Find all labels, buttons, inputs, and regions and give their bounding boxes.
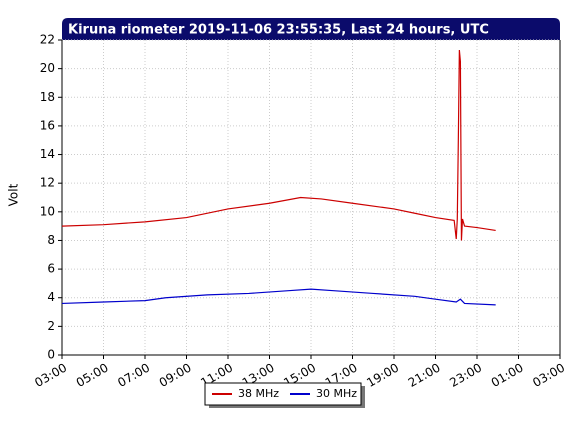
legend xyxy=(204,382,362,406)
x-tick-label: 21:00 xyxy=(406,361,443,390)
y-tick-label: 4 xyxy=(47,290,55,304)
x-tick-label: 01:00 xyxy=(489,361,526,390)
x-tick-label: 03:00 xyxy=(32,361,69,390)
series-line xyxy=(61,288,496,306)
y-tick-label: 2 xyxy=(47,319,55,333)
x-tick-label: 03:00 xyxy=(530,361,567,390)
x-tick-label: 07:00 xyxy=(115,361,152,390)
x-tick-label: 09:00 xyxy=(157,361,194,390)
y-tick-label: 20 xyxy=(40,61,55,75)
y-tick-label: 18 xyxy=(40,90,55,104)
y-tick-label: 10 xyxy=(40,204,55,218)
y-tick-label: 6 xyxy=(47,262,55,276)
y-tick-label: 0 xyxy=(47,348,55,362)
y-axis-label: Volt xyxy=(7,183,21,206)
y-tick-label: 8 xyxy=(47,233,55,247)
y-tick-label: 14 xyxy=(40,147,55,161)
x-tick-label: 05:00 xyxy=(74,361,111,390)
y-tick-label: 22 xyxy=(40,33,55,47)
x-tick-label: 19:00 xyxy=(364,361,401,390)
legend-label: 30 MHz xyxy=(316,387,357,400)
x-tick-label: 23:00 xyxy=(447,361,484,390)
title-bar xyxy=(62,18,560,40)
y-tick-label: 12 xyxy=(40,176,55,190)
chart-title: Kiruna riometer 2019-11-06 23:55:35, Las… xyxy=(68,23,489,38)
legend-label: 38 MHz xyxy=(238,387,279,400)
y-tick-label: 16 xyxy=(40,118,55,132)
series-line xyxy=(61,49,496,241)
